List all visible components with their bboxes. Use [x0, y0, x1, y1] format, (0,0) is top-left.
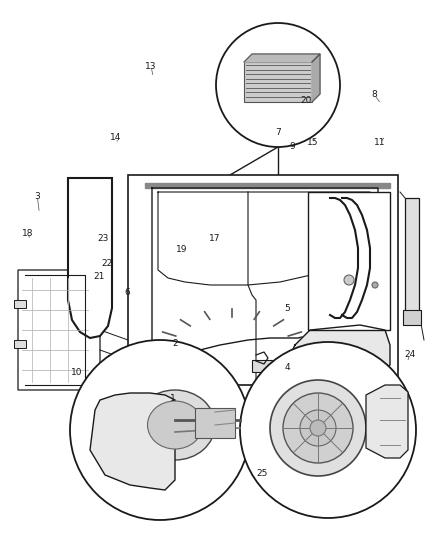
Bar [308, 192, 390, 330]
Text: 22: 22 [102, 260, 113, 268]
Text: 23: 23 [97, 235, 109, 243]
Text: 19: 19 [176, 245, 187, 254]
Bar [112, 395, 118, 400]
Circle shape [270, 380, 366, 476]
Polygon shape [290, 325, 390, 372]
Text: 18: 18 [22, 229, 33, 238]
Text: 17: 17 [209, 235, 220, 243]
Polygon shape [312, 54, 320, 102]
Ellipse shape [135, 390, 215, 460]
Bar [110, 375, 118, 381]
Text: 14: 14 [110, 133, 122, 142]
Circle shape [70, 340, 250, 520]
Circle shape [344, 275, 354, 285]
Bar [108, 355, 122, 365]
Bar [14, 340, 26, 348]
Text: 21: 21 [93, 272, 104, 280]
Bar [405, 198, 419, 313]
Polygon shape [244, 54, 320, 62]
Text: 24: 24 [404, 350, 415, 359]
Circle shape [283, 393, 353, 463]
Text: 2: 2 [173, 340, 178, 348]
Text: 5: 5 [284, 304, 290, 312]
Text: 20: 20 [300, 96, 311, 104]
Text: 25: 25 [256, 469, 268, 478]
Circle shape [300, 410, 336, 446]
Text: 7: 7 [275, 128, 281, 136]
Bar [14, 300, 26, 308]
Bar [195, 408, 235, 438]
Text: 3: 3 [34, 192, 40, 200]
Polygon shape [145, 183, 390, 188]
Circle shape [216, 23, 340, 147]
Bar [403, 310, 421, 325]
Text: 13: 13 [145, 62, 157, 71]
Polygon shape [90, 393, 175, 490]
Circle shape [310, 420, 326, 436]
Bar [128, 175, 398, 385]
Circle shape [372, 282, 378, 288]
Text: 8: 8 [371, 91, 378, 99]
Circle shape [240, 342, 416, 518]
Polygon shape [18, 270, 100, 390]
Text: 1: 1 [170, 394, 176, 402]
Bar [252, 360, 272, 372]
Text: 10: 10 [71, 368, 82, 376]
Text: 15: 15 [307, 139, 319, 147]
Ellipse shape [148, 401, 202, 449]
Text: 11: 11 [374, 139, 386, 147]
Text: 4: 4 [284, 364, 290, 372]
Polygon shape [366, 385, 408, 458]
Text: 9: 9 [290, 142, 296, 151]
Polygon shape [68, 178, 112, 338]
FancyBboxPatch shape [244, 62, 312, 102]
Text: 6: 6 [124, 288, 130, 296]
